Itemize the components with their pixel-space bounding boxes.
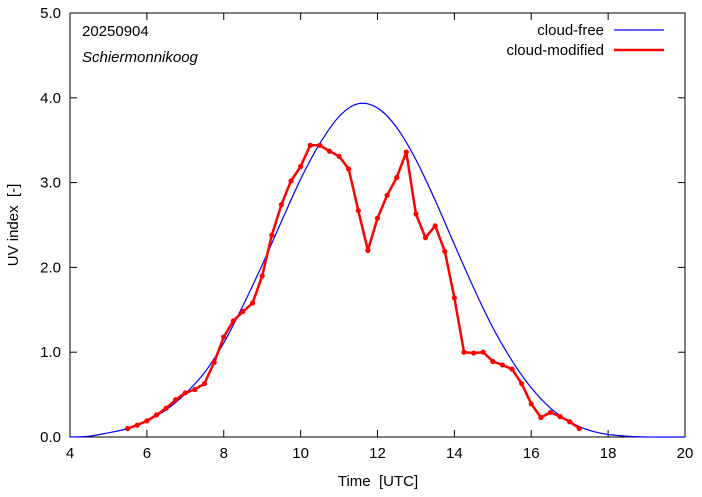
- series-point-cloud-modified: [278, 202, 285, 208]
- series-layer: [69, 102, 685, 438]
- x-tick-label: 10: [292, 445, 309, 462]
- series-line-cloud-free: [69, 102, 685, 438]
- series-point-cloud-modified: [144, 418, 150, 424]
- x-tick-label: 18: [600, 445, 617, 462]
- series-point-cloud-modified: [470, 350, 477, 356]
- x-ticks: 4 6 8 10 12 14 16 18 20: [66, 13, 694, 462]
- series-point-cloud-modified: [230, 318, 236, 324]
- x-axis-label: Time [UTC]: [338, 473, 418, 490]
- series-point-cloud-modified: [490, 358, 496, 365]
- series-point-cloud-modified: [355, 207, 361, 214]
- series-point-cloud-modified: [499, 362, 506, 368]
- series-point-cloud-modified: [432, 223, 438, 229]
- series-point-cloud-modified: [480, 349, 486, 355]
- series-point-cloud-modified: [538, 414, 544, 421]
- plot-frame: [69, 12, 686, 438]
- series-point-cloud-modified: [240, 308, 246, 315]
- series-point-cloud-modified: [528, 401, 534, 407]
- series-point-cloud-modified: [317, 142, 323, 148]
- series-point-cloud-modified: [394, 174, 400, 181]
- series-point-cloud-modified: [182, 390, 188, 396]
- series-point-cloud-modified: [519, 380, 525, 387]
- series-point-cloud-modified: [173, 397, 179, 403]
- series-line-cloud-modified: [127, 144, 581, 430]
- series-point-cloud-modified: [413, 211, 419, 217]
- series-point-cloud-modified: [461, 349, 467, 355]
- series-point-cloud-modified: [326, 148, 333, 154]
- legend: cloud-free cloud-modified: [506, 22, 664, 59]
- series-point-cloud-modified: [557, 414, 563, 420]
- location-label: Schiermonnikoog: [82, 49, 199, 66]
- series-point-cloud-modified: [288, 178, 294, 184]
- date-label: 20250904: [82, 23, 149, 40]
- x-tick-label: 12: [369, 445, 386, 462]
- series-point-cloud-modified: [307, 142, 313, 148]
- series-point-cloud-modified: [125, 425, 131, 432]
- series-point-cloud-modified: [547, 409, 554, 416]
- x-tick-label: 14: [446, 445, 463, 462]
- series-point-cloud-modified: [163, 405, 169, 411]
- y-tick-label: 3.0: [40, 175, 61, 192]
- x-tick-label: 16: [523, 445, 540, 462]
- series-point-cloud-modified: [211, 359, 217, 365]
- y-tick-label: 2.0: [40, 259, 61, 276]
- series-point-cloud-modified: [221, 334, 227, 340]
- x-tick-label: 20: [677, 445, 694, 462]
- y-tick-label: 1.0: [40, 344, 61, 361]
- series-point-cloud-modified: [336, 153, 342, 159]
- series-point-cloud-modified: [249, 300, 256, 306]
- series-point-cloud-modified: [509, 366, 515, 372]
- series-point-cloud-modified: [442, 248, 448, 254]
- x-tick-label: 4: [66, 445, 74, 462]
- legend-label-cloud-free: cloud-free: [537, 22, 604, 39]
- series-point-cloud-modified: [576, 425, 582, 432]
- x-tick-label: 8: [220, 445, 228, 462]
- series-point-cloud-modified: [365, 247, 371, 254]
- series-point-cloud-modified: [298, 163, 304, 170]
- series-point-cloud-modified: [403, 149, 409, 155]
- y-ticks: 0.0 1.0 2.0 3.0 4.0 5.0: [40, 5, 685, 446]
- y-axis-label: UV index [-]: [5, 184, 22, 267]
- y-tick-label: 5.0: [40, 5, 61, 22]
- series-point-cloud-modified: [153, 412, 160, 418]
- series-point-cloud-modified: [374, 215, 381, 221]
- series-point-cloud-modified: [384, 192, 390, 198]
- legend-label-cloud-modified: cloud-modified: [506, 42, 604, 59]
- series-point-cloud-modified: [269, 232, 275, 238]
- y-tick-label: 0.0: [40, 429, 61, 446]
- series-point-cloud-modified: [134, 422, 140, 428]
- series-point-cloud-modified: [567, 419, 573, 425]
- series-point-cloud-modified: [422, 235, 429, 241]
- series-point-cloud-modified: [346, 166, 352, 172]
- series-point-cloud-modified: [201, 380, 208, 387]
- series-point-cloud-modified: [259, 273, 265, 279]
- x-tick-label: 6: [143, 445, 151, 462]
- y-tick-label: 4.0: [40, 90, 61, 107]
- series-point-cloud-modified: [192, 386, 198, 393]
- series-point-cloud-modified: [451, 295, 457, 301]
